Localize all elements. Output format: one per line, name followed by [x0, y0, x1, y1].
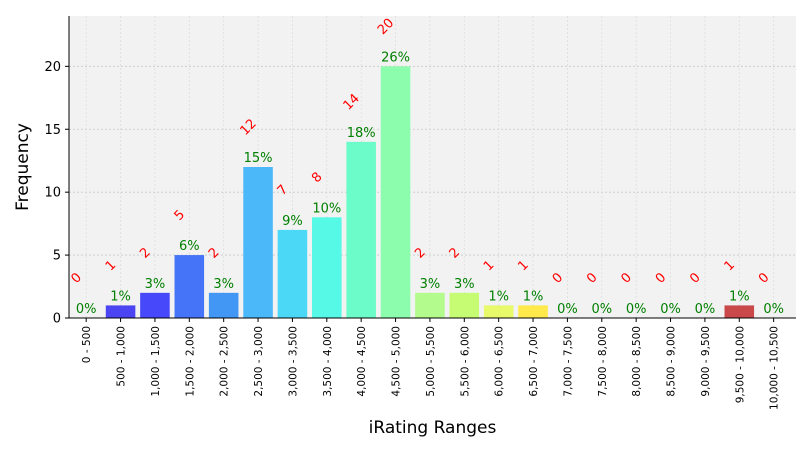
x-tick-label: 1,500 - 2,000: [184, 326, 196, 397]
bar: [174, 255, 205, 318]
x-tick-label: 4,000 - 4,500: [356, 326, 368, 397]
bar: [277, 229, 308, 318]
x-tick-label: 5,000 - 5,500: [425, 326, 437, 397]
y-tick-label: 20: [44, 60, 61, 75]
percent-label: 3%: [420, 277, 441, 292]
bar: [346, 141, 376, 318]
x-tick-label: 8,000 - 8,500: [631, 326, 643, 397]
percent-label: 1%: [488, 289, 509, 304]
percent-label: 1%: [110, 289, 131, 304]
percent-label: 0%: [557, 302, 578, 317]
percent-label: 0%: [626, 302, 647, 317]
x-tick-label: 2,000 - 2,500: [219, 326, 231, 397]
y-tick-label: 5: [53, 249, 61, 264]
bar: [380, 66, 411, 318]
y-axis-ticks: 0 5 10 15 20: [44, 60, 69, 327]
x-axis-title: iRating Ranges: [369, 418, 497, 438]
x-tick-label: 10,000 - 10,500: [769, 326, 781, 410]
bar: [449, 292, 480, 318]
bar: [140, 292, 170, 318]
x-tick-label: 0 - 500: [81, 326, 93, 363]
x-tick-label: 3,500 - 4,000: [322, 326, 334, 397]
x-tick-label: 1,000 - 1,500: [150, 326, 162, 397]
bar: [105, 305, 136, 318]
percent-label: 3%: [145, 277, 166, 292]
y-tick-label: 15: [44, 123, 61, 138]
bar: [483, 305, 514, 318]
bar: [243, 167, 273, 318]
percent-label: 0%: [695, 302, 716, 317]
percent-label: 10%: [312, 201, 341, 216]
bar: [208, 292, 239, 318]
y-tick-label: 0: [53, 312, 61, 327]
x-tick-label: 8,500 - 9,000: [666, 326, 678, 397]
x-tick-label: 9,000 - 9,500: [700, 326, 712, 397]
x-axis-ticks: 0 - 500 500 - 1,000 1,000 - 1,500 1,500 - 2…: [81, 318, 781, 410]
percent-label: 0%: [591, 302, 612, 317]
x-tick-label: 7,000 - 7,500: [562, 326, 574, 397]
percent-label: 6%: [179, 239, 200, 254]
y-tick-label: 10: [44, 186, 61, 201]
percent-label: 15%: [244, 151, 273, 166]
x-tick-label: 6,500 - 7,000: [528, 326, 540, 397]
percent-label: 0%: [763, 302, 784, 317]
percent-label: 0%: [660, 302, 681, 317]
percent-label: 3%: [213, 277, 234, 292]
percent-label: 9%: [282, 214, 303, 229]
x-tick-label: 500 - 1,000: [116, 326, 128, 387]
x-tick-label: 3,000 - 3,500: [287, 326, 299, 397]
percent-label: 26%: [381, 50, 410, 65]
x-tick-label: 2,500 - 3,000: [253, 326, 265, 397]
percent-label: 18%: [347, 126, 376, 141]
percent-label: 3%: [454, 277, 475, 292]
percent-label: 1%: [523, 289, 544, 304]
x-tick-label: 9,500 - 10,000: [734, 326, 746, 403]
x-tick-label: 4,500 - 5,000: [391, 326, 403, 397]
x-tick-label: 7,500 - 8,000: [597, 326, 609, 397]
x-tick-label: 5,500 - 6,000: [459, 326, 471, 397]
percent-label: 0%: [76, 302, 97, 317]
percent-label: 1%: [729, 289, 750, 304]
bar-labels: 0%01%13%2 6%53%215%129%710%818%1426%203%2…: [68, 16, 783, 317]
bar: [724, 305, 755, 318]
bar: [415, 292, 445, 318]
y-axis-title: Frequency: [13, 123, 33, 211]
x-tick-label: 6,000 - 6,500: [494, 326, 506, 397]
bar: [518, 305, 548, 318]
bars: [105, 66, 755, 318]
bar: [312, 217, 342, 318]
